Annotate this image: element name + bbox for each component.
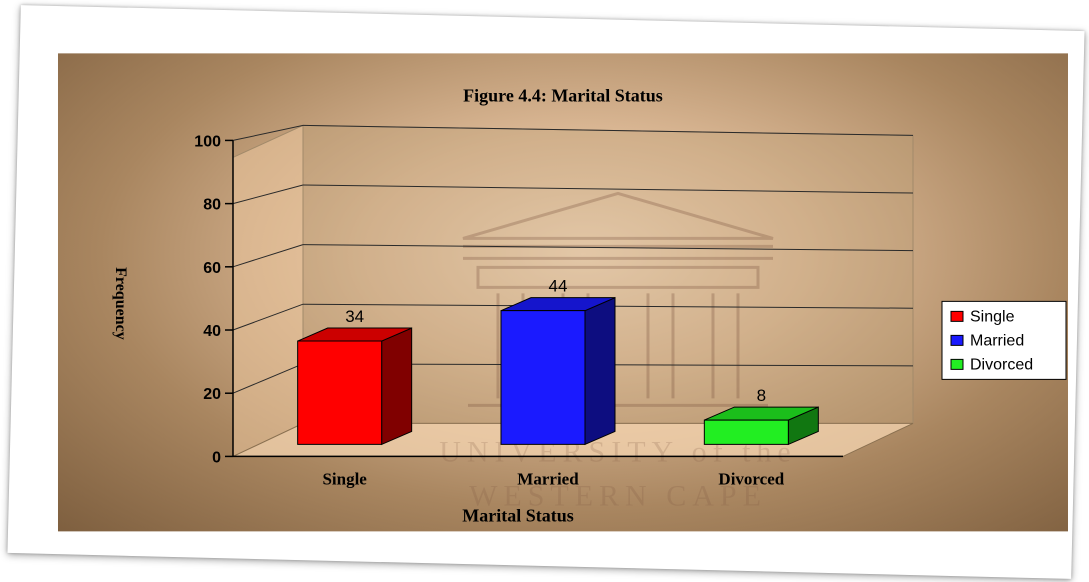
- y-axis-title: Frequency: [112, 267, 129, 340]
- data-label: 8: [757, 386, 766, 405]
- bar-front: [703, 419, 789, 445]
- watermark-line-2: WESTERN CAPE: [469, 479, 767, 512]
- bar-divorced: 8: [703, 386, 819, 446]
- x-tick-label: Single: [322, 469, 367, 488]
- watermark: UNIVERSITY of the WESTERN CAPE: [439, 191, 791, 512]
- y-tick-label: 20: [203, 386, 221, 403]
- bar-front: [297, 340, 383, 445]
- chart-title: Figure 4.4: Marital Status: [463, 85, 663, 105]
- legend-swatch: [950, 358, 964, 370]
- bars: 34 44 8: [297, 277, 819, 446]
- chart-svg: Figure 4.4: Marital Status: [112, 85, 1067, 525]
- x-axis-title: Marital Status: [462, 505, 574, 525]
- chart-area: Figure 4.4: Marital Status: [57, 53, 1068, 532]
- gridline-side: [232, 303, 304, 331]
- x-tick-label: Married: [517, 469, 579, 488]
- x-tick-label: Divorced: [718, 469, 784, 488]
- gridline-side: [232, 363, 304, 394]
- y-tick-label: 0: [212, 449, 221, 466]
- bar-single: 34: [297, 307, 413, 446]
- gridline-side: [232, 184, 304, 205]
- legend-label: Single: [970, 308, 1015, 325]
- gridline-side: [232, 124, 304, 141]
- gridline-back: [302, 244, 913, 252]
- y-tick-label: 60: [203, 260, 221, 277]
- data-label: 44: [549, 277, 568, 296]
- legend-label: Married: [970, 332, 1024, 349]
- category-labels: Single Married Divorced: [322, 469, 784, 488]
- legend-swatch: [950, 310, 964, 322]
- bar-side: [381, 327, 413, 446]
- y-tick-label: 40: [203, 323, 221, 340]
- y-tick-label: 80: [203, 197, 221, 214]
- page-frame: Figure 4.4: Marital Status: [7, 5, 1085, 579]
- value-axis: 0 20 40 60 80 100: [194, 133, 843, 466]
- bar-front: [500, 310, 586, 445]
- data-label: 34: [345, 307, 364, 326]
- gridline-back: [302, 184, 914, 194]
- legend-swatch: [950, 334, 964, 346]
- legend-label: Divorced: [970, 356, 1033, 373]
- y-tick-label: 100: [194, 133, 221, 150]
- bar-married: 44: [500, 277, 616, 446]
- bar-side: [584, 296, 616, 446]
- gridline-back: [302, 124, 914, 136]
- side-wall: [232, 124, 304, 458]
- legend: Single Married Divorced: [941, 300, 1067, 380]
- gridline-side: [232, 244, 304, 268]
